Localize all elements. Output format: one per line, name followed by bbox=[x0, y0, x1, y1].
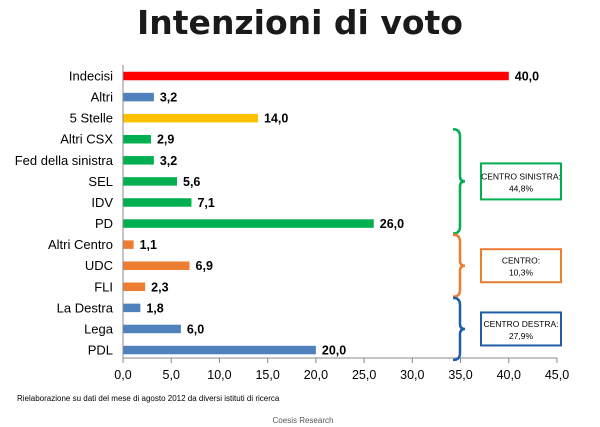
category-label-5-stelle: 5 Stelle bbox=[70, 111, 113, 126]
category-label-altri-centro: Altri Centro bbox=[48, 237, 113, 252]
category-label-pd: PD bbox=[95, 216, 113, 231]
bar-sel bbox=[123, 177, 178, 186]
chart-note: Rielaborazione su dati del mese di agost… bbox=[17, 394, 280, 403]
group-name: CENTRO DESTRA: bbox=[483, 319, 558, 329]
bars-group: Indecisi 40,0 Altri 3,2 5 Stelle 14,0 Altri CS… bbox=[15, 69, 539, 358]
x-axis: 0,0 5,0 10,0 15,0 20,0 25,0 30,0 35,0 40,0 45,0 bbox=[114, 65, 569, 382]
category-label-altri: Altri bbox=[91, 90, 114, 105]
group-name: CENTRO SINISTRA: bbox=[481, 171, 561, 181]
group-box bbox=[480, 248, 562, 284]
value-label-pd: 26,0 bbox=[380, 217, 404, 231]
bar-indecisi bbox=[123, 71, 509, 81]
x-tick-label: 40,0 bbox=[497, 368, 521, 382]
bar-la-destra bbox=[123, 303, 141, 313]
group-bracket bbox=[452, 233, 466, 299]
x-tick-label: 10,0 bbox=[207, 368, 231, 382]
group-box bbox=[480, 311, 562, 347]
value-label-udc: 6,9 bbox=[196, 259, 213, 273]
x-tick-label: 45,0 bbox=[545, 368, 569, 382]
bar-altri bbox=[123, 92, 154, 102]
group-box bbox=[480, 162, 562, 201]
category-label-lega: Lega bbox=[84, 321, 114, 336]
group-bracket bbox=[452, 296, 466, 362]
chart-title: Intenzioni di voto bbox=[137, 3, 463, 42]
group-bracket bbox=[452, 127, 466, 235]
category-label-pdl: PDL bbox=[88, 343, 113, 358]
bar-lega bbox=[123, 324, 181, 334]
category-label-idv: IDV bbox=[91, 195, 113, 210]
bar-udc bbox=[123, 261, 190, 270]
value-label-fli: 2,3 bbox=[151, 280, 168, 294]
chart-source: Coesis Research bbox=[273, 416, 334, 425]
value-label-indecisi: 40,0 bbox=[515, 70, 539, 84]
value-label-altri-csx: 2,9 bbox=[157, 133, 174, 147]
x-tick-label: 0,0 bbox=[114, 368, 131, 382]
value-label-idv: 7,1 bbox=[197, 196, 214, 210]
value-label-pdl: 20,0 bbox=[322, 344, 346, 358]
bar-fli bbox=[123, 282, 146, 292]
group-total: 10,3% bbox=[509, 268, 534, 278]
category-label-udc: UDC bbox=[85, 258, 113, 273]
value-label-altri: 3,2 bbox=[160, 91, 177, 105]
x-tick-label: 15,0 bbox=[255, 368, 279, 382]
x-tick-label: 35,0 bbox=[448, 368, 472, 382]
group-total: 27,9% bbox=[509, 331, 534, 341]
value-label-5-stelle: 14,0 bbox=[264, 112, 288, 126]
x-tick-label: 5,0 bbox=[163, 368, 180, 382]
value-label-fed-della-sinistra: 3,2 bbox=[160, 154, 177, 168]
bar-idv bbox=[123, 198, 192, 207]
bar-pd bbox=[123, 219, 374, 228]
x-tick-label: 20,0 bbox=[304, 368, 328, 382]
bar-pdl bbox=[123, 345, 316, 355]
group-name: CENTRO: bbox=[502, 256, 540, 266]
value-label-la-destra: 1,8 bbox=[146, 301, 163, 315]
category-label-fli: FLI bbox=[94, 279, 113, 294]
category-label-la-destra: La Destra bbox=[57, 300, 114, 315]
bar-altri-csx bbox=[123, 134, 151, 144]
value-label-lega: 6,0 bbox=[187, 322, 204, 336]
category-label-altri-csx: Altri CSX bbox=[60, 132, 113, 147]
bar-fed-della-sinistra bbox=[123, 156, 154, 165]
group-total: 44,8% bbox=[509, 183, 534, 193]
category-label-fed-della-sinistra: Fed della sinistra bbox=[15, 153, 114, 168]
bar-altri-centro bbox=[123, 240, 134, 249]
bar-5-stelle bbox=[123, 113, 259, 123]
group-annotations: CENTRO SINISTRA: 44,8% CENTRO: 10,3% CENTRO … bbox=[452, 127, 562, 362]
value-label-altri-centro: 1,1 bbox=[140, 238, 157, 252]
value-label-sel: 5,6 bbox=[183, 175, 200, 189]
category-label-sel: SEL bbox=[88, 174, 113, 189]
x-tick-label: 30,0 bbox=[400, 368, 424, 382]
x-tick-label: 25,0 bbox=[352, 368, 376, 382]
category-label-indecisi: Indecisi bbox=[69, 69, 113, 84]
